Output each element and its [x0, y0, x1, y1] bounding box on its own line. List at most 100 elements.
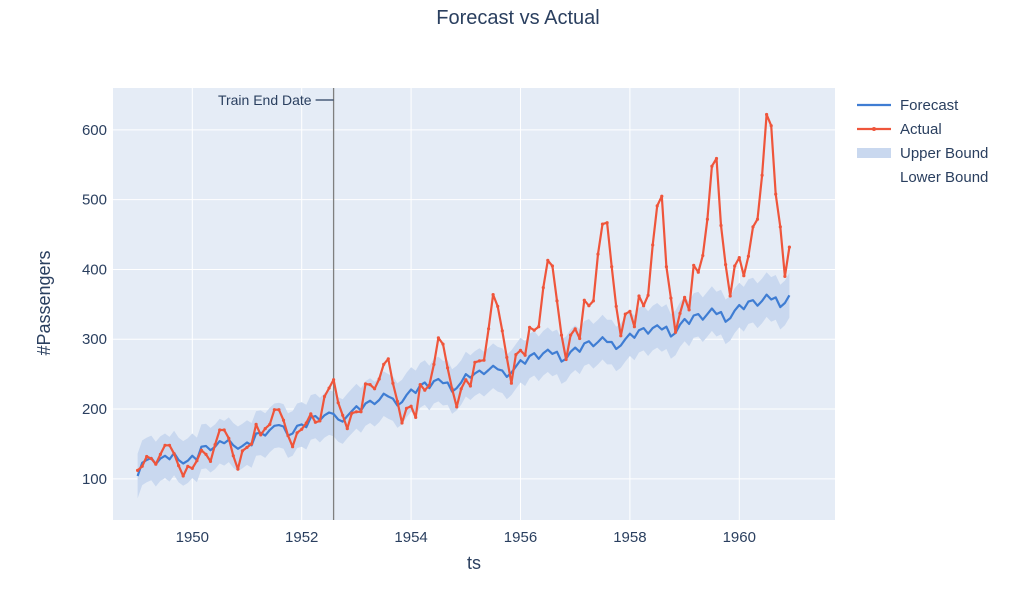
- actual-point[interactable]: [341, 413, 345, 417]
- actual-point[interactable]: [500, 329, 504, 333]
- actual-point[interactable]: [632, 325, 637, 329]
- actual-point[interactable]: [227, 436, 231, 440]
- actual-point[interactable]: [213, 443, 217, 447]
- actual-point[interactable]: [446, 366, 450, 370]
- actual-point[interactable]: [432, 362, 436, 366]
- actual-point[interactable]: [755, 217, 760, 221]
- actual-point[interactable]: [642, 304, 646, 308]
- actual-point[interactable]: [272, 408, 276, 412]
- actual-point[interactable]: [555, 299, 559, 303]
- actual-point[interactable]: [728, 294, 732, 298]
- actual-point[interactable]: [322, 394, 327, 399]
- actual-point[interactable]: [149, 457, 153, 461]
- actual-point[interactable]: [291, 445, 295, 449]
- actual-point[interactable]: [742, 274, 746, 278]
- actual-point[interactable]: [136, 468, 140, 472]
- actual-point[interactable]: [591, 299, 596, 303]
- legend-item-forecast[interactable]: Forecast: [857, 97, 959, 114]
- actual-point[interactable]: [582, 298, 586, 302]
- actual-point[interactable]: [737, 256, 741, 260]
- legend-item-upper-bound[interactable]: Upper Bound: [857, 145, 988, 162]
- actual-point[interactable]: [710, 164, 714, 168]
- actual-point[interactable]: [190, 466, 194, 470]
- actual-point[interactable]: [514, 353, 518, 357]
- actual-point[interactable]: [254, 422, 258, 426]
- actual-point[interactable]: [186, 464, 190, 468]
- actual-point[interactable]: [496, 304, 500, 308]
- actual-point[interactable]: [373, 387, 377, 391]
- actual-point[interactable]: [208, 459, 213, 463]
- actual-point[interactable]: [295, 431, 299, 435]
- actual-point[interactable]: [733, 264, 737, 268]
- actual-point[interactable]: [655, 204, 659, 208]
- actual-point[interactable]: [491, 293, 495, 297]
- actual-point[interactable]: [596, 252, 600, 256]
- actual-point[interactable]: [363, 382, 368, 386]
- actual-point[interactable]: [427, 383, 431, 387]
- actual-point[interactable]: [154, 462, 158, 466]
- actual-point[interactable]: [787, 245, 792, 249]
- actual-point[interactable]: [628, 309, 632, 313]
- actual-point[interactable]: [395, 399, 399, 403]
- actual-point[interactable]: [528, 325, 532, 329]
- actual-point[interactable]: [195, 459, 199, 463]
- actual-point[interactable]: [705, 217, 710, 221]
- actual-point[interactable]: [692, 263, 696, 267]
- actual-point[interactable]: [459, 387, 463, 391]
- legend-item-lower-bound[interactable]: Lower Bound: [900, 169, 988, 186]
- actual-point[interactable]: [218, 428, 222, 432]
- actual-point[interactable]: [541, 286, 545, 290]
- actual-point[interactable]: [687, 308, 691, 312]
- actual-point[interactable]: [318, 419, 322, 423]
- actual-point[interactable]: [400, 421, 404, 425]
- actual-point[interactable]: [231, 454, 235, 458]
- actual-point[interactable]: [300, 427, 304, 431]
- actual-point[interactable]: [240, 449, 244, 453]
- actual-point[interactable]: [140, 464, 144, 468]
- actual-point[interactable]: [418, 383, 422, 387]
- actual-point[interactable]: [619, 334, 623, 338]
- actual-point[interactable]: [546, 258, 550, 262]
- actual-point[interactable]: [313, 420, 317, 424]
- actual-point[interactable]: [464, 378, 468, 382]
- actual-point[interactable]: [701, 253, 705, 258]
- actual-point[interactable]: [696, 270, 700, 274]
- actual-point[interactable]: [578, 336, 582, 341]
- actual-point[interactable]: [277, 408, 281, 412]
- actual-point[interactable]: [359, 410, 363, 414]
- actual-point[interactable]: [304, 421, 308, 425]
- actual-point[interactable]: [286, 434, 290, 438]
- actual-point[interactable]: [332, 378, 336, 382]
- actual-point[interactable]: [569, 333, 573, 337]
- actual-point[interactable]: [436, 336, 440, 340]
- actual-point[interactable]: [245, 445, 249, 449]
- actual-point[interactable]: [477, 359, 482, 363]
- actual-point[interactable]: [487, 327, 491, 331]
- actual-point[interactable]: [404, 406, 409, 410]
- actual-point[interactable]: [222, 428, 226, 432]
- actual-point[interactable]: [600, 222, 605, 226]
- actual-point[interactable]: [336, 401, 340, 405]
- actual-point[interactable]: [172, 452, 176, 456]
- actual-point[interactable]: [783, 274, 787, 278]
- actual-point[interactable]: [610, 265, 614, 269]
- actual-point[interactable]: [724, 263, 728, 267]
- actual-point[interactable]: [345, 427, 349, 431]
- actual-point[interactable]: [441, 342, 445, 346]
- actual-point[interactable]: [751, 225, 755, 229]
- actual-point[interactable]: [587, 304, 591, 308]
- actual-point[interactable]: [391, 381, 395, 385]
- actual-point[interactable]: [769, 124, 773, 128]
- actual-point[interactable]: [145, 454, 149, 459]
- actual-point[interactable]: [482, 358, 486, 362]
- actual-point[interactable]: [450, 387, 454, 391]
- actual-point[interactable]: [774, 192, 778, 196]
- actual-point[interactable]: [605, 221, 609, 225]
- actual-point[interactable]: [719, 223, 723, 228]
- actual-point[interactable]: [673, 330, 678, 334]
- actual-point[interactable]: [537, 325, 541, 329]
- actual-point[interactable]: [760, 173, 764, 177]
- actual-point[interactable]: [177, 464, 181, 468]
- actual-point[interactable]: [714, 156, 719, 161]
- actual-point[interactable]: [559, 333, 564, 337]
